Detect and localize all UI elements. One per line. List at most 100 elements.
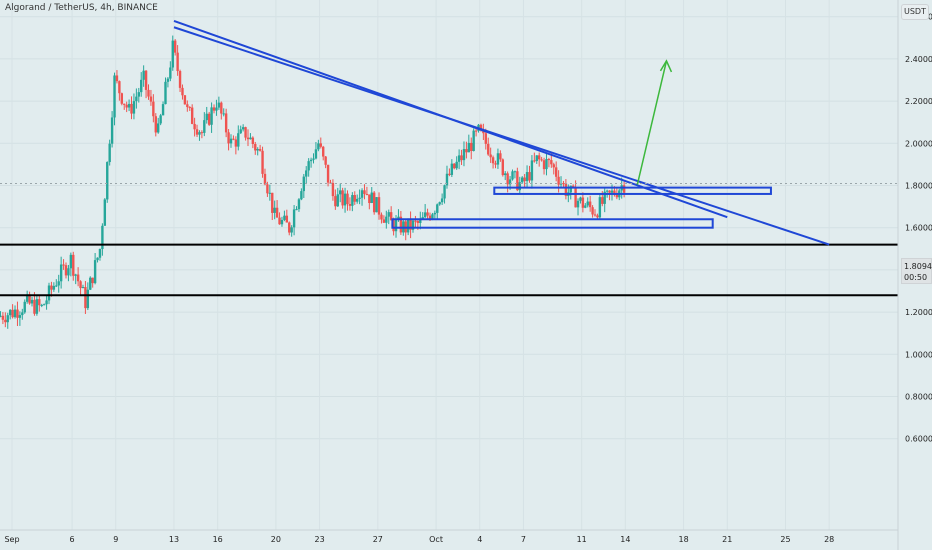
candle-body — [622, 185, 626, 193]
current-price-value: 1.8094 — [904, 262, 932, 271]
symbol-title: Algorand / TetherUS, 4h, BINANCE — [5, 3, 158, 13]
candle-body — [249, 137, 252, 140]
candle-body — [169, 67, 172, 79]
candle-body — [113, 75, 116, 118]
candle-body — [178, 71, 182, 88]
candle-body — [387, 212, 390, 217]
candle-body — [414, 220, 417, 222]
candle-body — [220, 102, 223, 114]
candle-body — [64, 265, 68, 276]
candle-body — [370, 192, 373, 204]
candle-body — [13, 309, 17, 318]
candle-body — [181, 87, 184, 96]
candle-body — [79, 281, 82, 289]
candle-body — [596, 215, 599, 218]
candle-body — [40, 304, 43, 306]
price-zone-box — [493, 186, 772, 195]
candle-body — [419, 218, 422, 224]
candle-body — [232, 138, 235, 140]
candle-body — [6, 315, 9, 323]
candle-body — [193, 123, 196, 130]
price-tick-label: 1.6000 — [905, 224, 932, 233]
candle-body — [234, 139, 238, 147]
candle-body — [586, 201, 589, 206]
price-tick-label: 0.6000 — [905, 435, 932, 444]
candle-body — [108, 143, 111, 163]
candle-body — [615, 194, 619, 198]
time-tick-label: 6 — [70, 535, 75, 544]
candle-body — [69, 254, 73, 269]
candle-body — [67, 268, 70, 276]
candle-body — [513, 171, 517, 173]
candle-body — [574, 187, 577, 208]
candle-body — [120, 93, 124, 104]
candle-body — [428, 215, 432, 219]
candle-body — [101, 225, 104, 250]
candle-body — [244, 127, 247, 138]
candle-body — [537, 155, 541, 160]
candle-body — [130, 103, 133, 114]
candle-body — [123, 103, 126, 105]
candle-body — [290, 227, 293, 233]
time-tick-label: 20 — [271, 535, 281, 544]
candle-body — [137, 92, 140, 97]
candle-body — [195, 129, 199, 135]
candle-body — [360, 190, 364, 198]
time-tick-label: Sep — [4, 535, 19, 544]
time-tick-label: 28 — [824, 535, 834, 544]
candle-body — [385, 216, 388, 223]
candle-body — [52, 285, 56, 290]
candle-body — [173, 40, 177, 53]
candle-body — [215, 107, 218, 111]
candle-body — [302, 176, 306, 192]
candle-body — [55, 285, 58, 287]
candle-body — [348, 204, 352, 206]
candle-body — [263, 173, 267, 185]
candle-body — [300, 191, 303, 200]
candle-body — [474, 130, 478, 132]
candle-body — [224, 113, 228, 133]
candle-body — [440, 198, 444, 203]
time-tick-label: 14 — [620, 535, 630, 544]
time-tick-label: 23 — [314, 535, 324, 544]
candle-body — [610, 190, 614, 193]
candle-body — [593, 214, 597, 216]
candle-body — [205, 113, 208, 121]
candle-body — [470, 142, 473, 151]
currency-unit-button[interactable]: USDT — [901, 4, 929, 20]
candle-body — [453, 163, 456, 169]
candle-body — [482, 130, 485, 134]
candle-body — [4, 319, 7, 323]
candle-body — [227, 132, 230, 144]
candle-body — [608, 190, 611, 193]
candle-body — [21, 312, 24, 316]
candle-body — [35, 299, 39, 314]
candle-body — [423, 212, 427, 218]
candle-body — [161, 104, 165, 116]
candle-body — [103, 199, 107, 226]
candle-body — [489, 154, 492, 158]
candle-body — [93, 260, 97, 284]
trendline — [173, 26, 830, 246]
candle-body — [579, 197, 582, 201]
candle-body — [154, 116, 157, 133]
candle-body — [1, 315, 5, 320]
candle-body — [508, 179, 512, 185]
candle-body — [314, 149, 318, 159]
candle-body — [472, 130, 475, 151]
price-tick-label: 1.0000 — [905, 350, 932, 359]
candle-body — [273, 207, 276, 213]
candle-body — [506, 173, 509, 185]
candle-body — [72, 254, 75, 276]
candle-body — [98, 249, 102, 258]
candle-body — [601, 197, 604, 204]
candle-body — [239, 129, 242, 134]
candle-body — [581, 197, 585, 208]
candle-body — [501, 159, 504, 176]
candle-body — [271, 192, 274, 213]
candle-body — [198, 132, 201, 135]
candle-body — [409, 218, 412, 230]
candle-body — [467, 142, 471, 153]
candle-body — [487, 143, 490, 155]
